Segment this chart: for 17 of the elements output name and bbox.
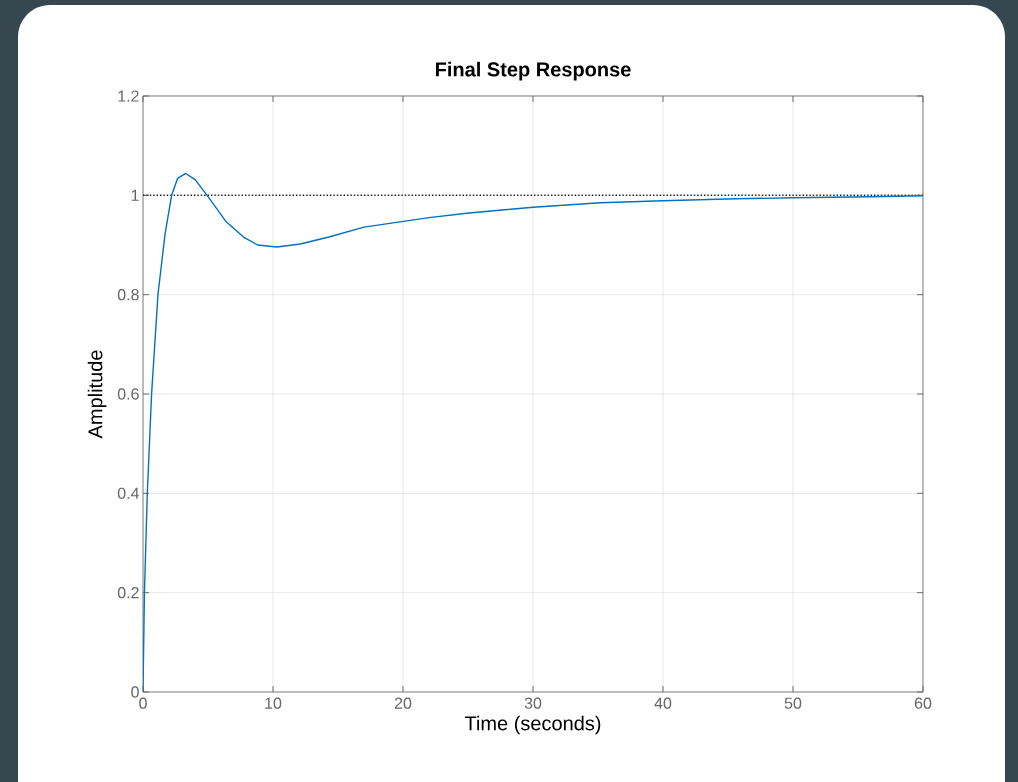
y-tick-label: 1.2 [118, 90, 139, 102]
x-tick-label: 30 [524, 697, 542, 709]
x-tick-label: 20 [394, 697, 412, 709]
chart-title: Final Step Response [435, 61, 631, 81]
x-tick-label: 50 [784, 697, 802, 709]
x-tick-label: 10 [265, 697, 282, 709]
y-tick-label: 0.6 [117, 388, 139, 400]
y-tick-label: 0.4 [117, 487, 139, 499]
y-axis-title: Amplitude [87, 350, 107, 439]
y-tick-label: 0.2 [117, 587, 139, 599]
y-tick-label: 0.8 [117, 289, 139, 301]
x-axis-title: Time (seconds) [464, 715, 601, 735]
y-tick-label: 0 [131, 686, 139, 698]
x-tick-label: 40 [654, 697, 672, 709]
x-tick-label: 60 [914, 697, 932, 709]
x-tick-label: 0 [139, 697, 147, 709]
y-tick-label: 1 [131, 189, 139, 201]
